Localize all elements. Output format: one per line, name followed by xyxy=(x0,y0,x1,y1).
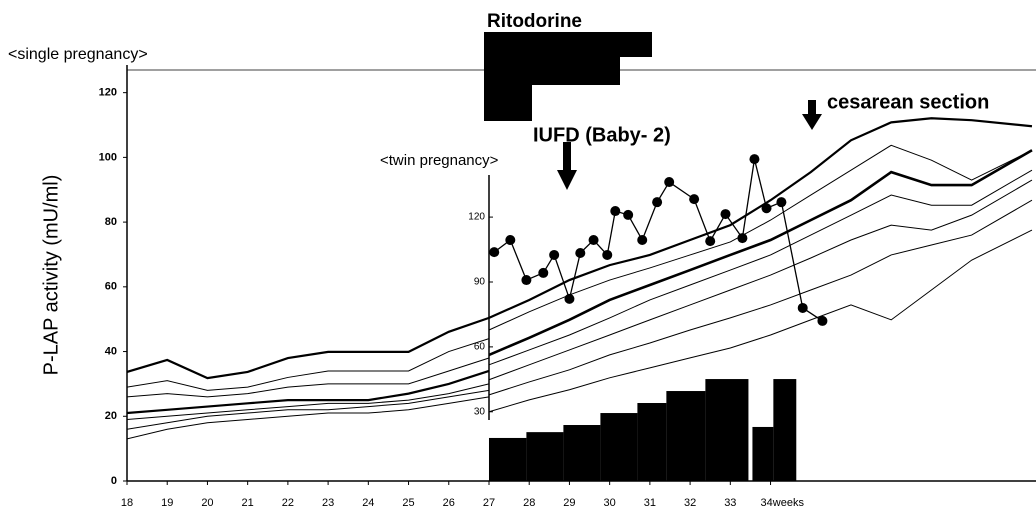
data-point xyxy=(664,177,675,188)
series-line xyxy=(488,229,1033,413)
data-point xyxy=(761,203,772,214)
cesarean-arrow xyxy=(802,100,822,130)
series-line xyxy=(126,316,490,380)
x-tick-label: 19 xyxy=(161,497,173,507)
dose-bar xyxy=(563,425,601,481)
series-line xyxy=(126,389,490,430)
series-line xyxy=(126,369,490,415)
series-line xyxy=(126,396,490,440)
series-line xyxy=(126,357,490,398)
data-point xyxy=(623,209,634,220)
data-point xyxy=(749,154,760,165)
single-pregnancy-label: <single pregnancy> xyxy=(8,46,148,63)
data-point xyxy=(652,197,663,208)
y-tick-label: 60 xyxy=(105,281,117,293)
x-tick-label: 23 xyxy=(322,497,334,507)
series-line xyxy=(488,179,1033,381)
x-tick-label: 28 xyxy=(523,497,535,507)
data-point xyxy=(602,249,613,260)
y2-tick-label: 120 xyxy=(468,212,485,223)
data-point xyxy=(637,235,648,246)
data-point xyxy=(797,302,808,313)
y2-tick-label: 60 xyxy=(474,342,486,353)
series-line xyxy=(488,117,1033,319)
series-line xyxy=(488,199,1033,396)
series-line xyxy=(488,144,1033,331)
ritodorine-label: Ritodorine xyxy=(487,11,582,32)
data-point xyxy=(521,275,532,286)
x-tick-label: 33 xyxy=(724,497,736,507)
data-point xyxy=(610,206,621,217)
data-point xyxy=(689,194,700,205)
dose-bar xyxy=(488,437,527,481)
data-point xyxy=(720,209,731,220)
data-point xyxy=(705,236,716,247)
cesarean-label: cesarean section xyxy=(827,91,989,113)
dose-bar xyxy=(666,391,706,481)
y2-tick-label: 30 xyxy=(474,406,486,417)
x-tick-label: 32 xyxy=(684,497,696,507)
series-line xyxy=(488,169,1033,366)
data-point xyxy=(737,233,748,244)
x-tick-label: 22 xyxy=(282,497,294,507)
y-axis-label: P-LAP activity (mU/ml) xyxy=(40,175,62,376)
y-tick-label: 120 xyxy=(99,87,117,99)
x-tick-label: 21 xyxy=(242,497,254,507)
data-point xyxy=(549,249,560,260)
iufd-label: IUFD (Baby- 2) xyxy=(533,124,671,146)
dose-bar xyxy=(637,403,667,481)
x-tick-label: 18 xyxy=(121,497,133,507)
data-point xyxy=(538,267,549,278)
data-point xyxy=(575,248,586,259)
series-line xyxy=(126,383,490,421)
dose-bar xyxy=(773,379,797,481)
x-tick-label: 30 xyxy=(604,497,616,507)
y-tick-label: 100 xyxy=(99,151,117,163)
x-tick-label: 24 xyxy=(362,497,374,507)
data-point xyxy=(564,293,575,304)
dose-bar xyxy=(752,426,774,481)
x-tick-label: 27 xyxy=(483,497,495,507)
data-point xyxy=(817,315,828,326)
series-line xyxy=(488,149,1033,357)
x-tick-label: 26 xyxy=(443,497,455,507)
dose-bar xyxy=(526,432,564,481)
data-point xyxy=(505,235,516,246)
x-tick-label: 20 xyxy=(201,497,213,507)
y-tick-label: 0 xyxy=(111,475,117,487)
dose-bar xyxy=(600,413,638,481)
x-tick-label: 29 xyxy=(563,497,575,507)
series-line xyxy=(126,338,490,391)
y-tick-label: 80 xyxy=(105,216,117,228)
data-point xyxy=(776,197,787,208)
twin-pregnancy-label: <twin pregnancy> xyxy=(380,152,499,169)
data-point xyxy=(588,235,599,246)
y-tick-label: 20 xyxy=(105,410,117,422)
ritodorine-dose-block xyxy=(484,32,652,121)
x-tick-label: 34weeks xyxy=(761,497,805,507)
y-tick-label: 40 xyxy=(105,345,117,357)
x-tick-label: 25 xyxy=(402,497,414,507)
y2-tick-label: 90 xyxy=(474,277,486,288)
iufd-arrow xyxy=(557,142,577,190)
data-point xyxy=(489,247,500,258)
dose-bar xyxy=(705,379,749,481)
x-tick-label: 31 xyxy=(644,497,656,507)
